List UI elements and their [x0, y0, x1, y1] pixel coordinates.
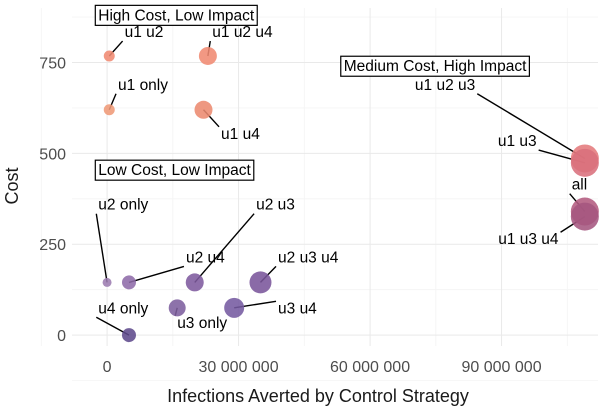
point-label: all: [572, 177, 588, 194]
point-label: u2 u3: [256, 197, 295, 214]
point-label: u1 u2: [125, 24, 164, 41]
x-tick-label: 60 000 000: [330, 359, 410, 376]
y-tick-label: 0: [57, 328, 66, 345]
point-label: u3 u4: [278, 300, 317, 317]
point-label: u2 u4: [186, 249, 225, 266]
data-points: [102, 46, 599, 343]
data-point: [185, 273, 204, 292]
data-point: [103, 104, 115, 116]
x-tick-label: 30 000 000: [199, 359, 279, 376]
point-label: u1 u4: [221, 126, 260, 143]
grid: [40, 8, 598, 381]
leader-line: [128, 265, 185, 284]
point-label: u4 only: [98, 300, 148, 317]
y-tick-label: 250: [39, 237, 66, 254]
group-label: Low Cost, Low Impact: [98, 162, 251, 179]
point-label: u2 u3 u4: [278, 249, 339, 266]
point-label: u3 only: [177, 315, 227, 332]
point-label: u1 u3: [498, 133, 537, 150]
data-point: [168, 299, 186, 317]
point-label: u1 u2 u3: [415, 77, 475, 94]
y-tick-label: 500: [39, 146, 66, 163]
data-point: [570, 148, 599, 177]
leader-line: [476, 93, 586, 160]
x-axis-title: Infections Averted by Control Strategy: [167, 386, 469, 406]
point-labels: u1 u2 u1 u2 u4 u1 only u1 u4 u1 u2 u3 u1 u3 al…: [98, 24, 587, 332]
data-point: [198, 46, 217, 65]
point-label: u1 u2 u4: [212, 24, 273, 41]
group-label: Medium Cost, High Impact: [344, 58, 527, 75]
leader-line: [95, 213, 108, 283]
point-label: u2 only: [98, 197, 148, 214]
data-point: [224, 297, 245, 318]
y-axis-title: Cost: [2, 167, 22, 204]
data-point: [121, 328, 136, 343]
x-tick-label: 90 000 000: [462, 359, 542, 376]
axis-ticks: 0 30 000 000 60 000 000 90 000 000 0 250 500 75…: [39, 56, 541, 376]
point-label: u1 only: [118, 77, 168, 94]
leader-line: [194, 213, 255, 283]
data-point: [103, 50, 115, 62]
leader-lines: [95, 40, 586, 336]
y-tick-label: 750: [39, 56, 66, 73]
data-point: [249, 271, 272, 294]
group-box: [94, 4, 258, 26]
data-point: [570, 202, 599, 231]
group-box: [340, 55, 530, 77]
data-point: [194, 100, 213, 119]
data-point: [121, 275, 136, 290]
group-box: [94, 159, 255, 181]
x-tick-label: 0: [103, 359, 112, 376]
group-annotations: High Cost, Low Impact Medium Cost, High I…: [94, 4, 530, 181]
point-label: u1 u3 u4: [498, 231, 559, 248]
data-point: [102, 277, 112, 287]
group-label: High Cost, Low Impact: [98, 7, 255, 24]
